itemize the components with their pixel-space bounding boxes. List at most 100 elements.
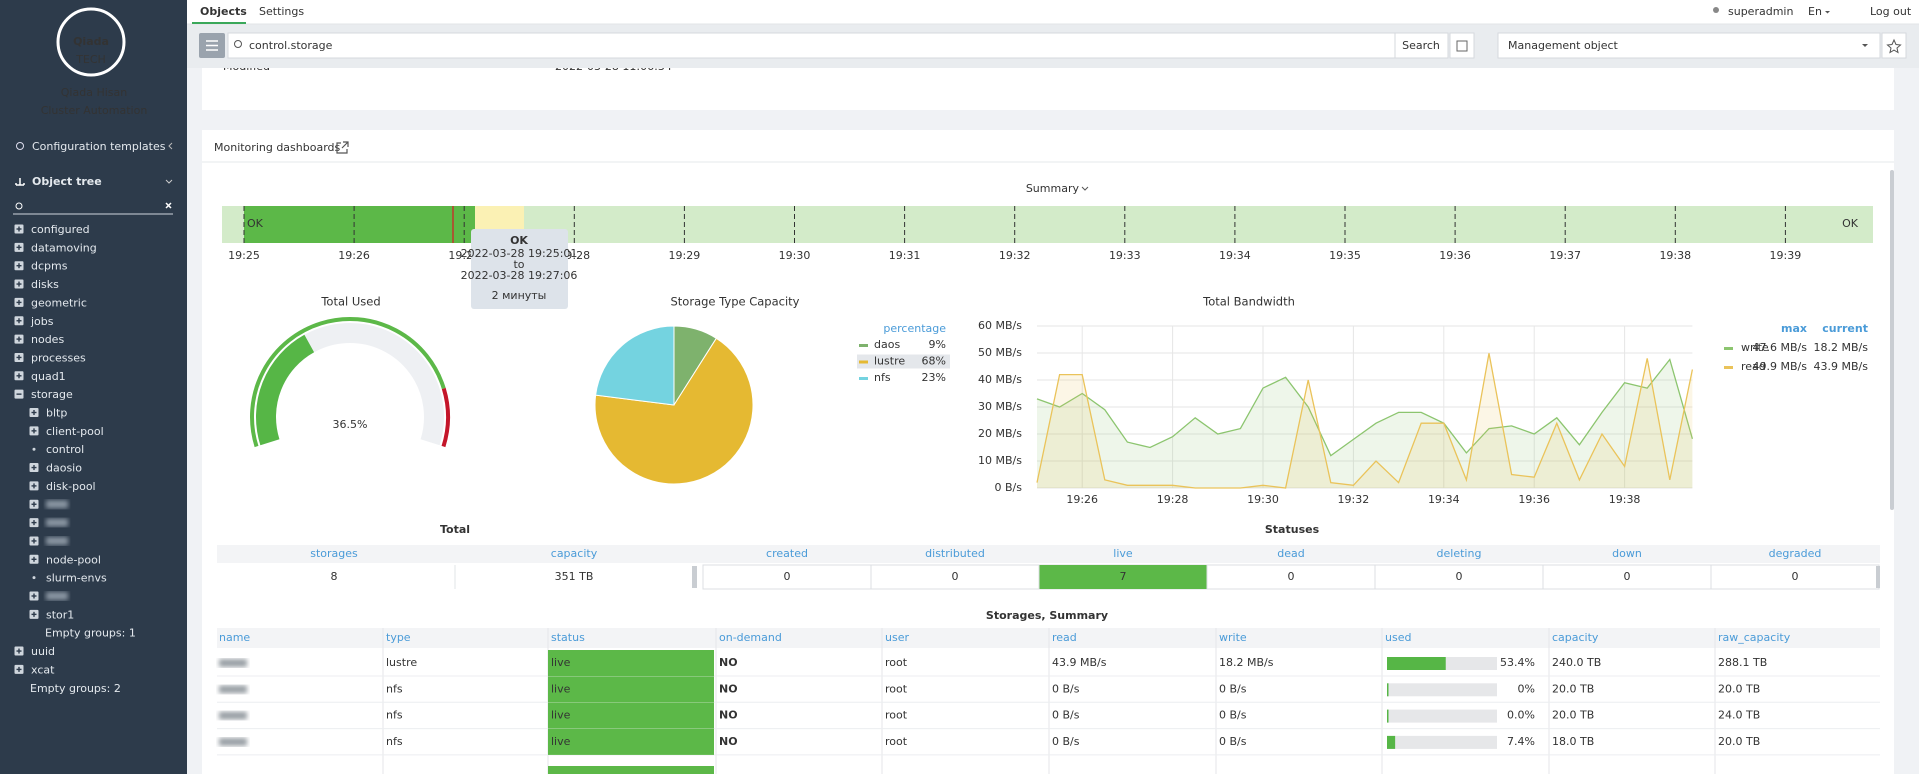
x-tick-label: 19:26 [1066,493,1098,506]
table-cell: 0 [1456,570,1463,583]
table-header: raw_capacity [1718,631,1791,644]
tree-item[interactable]: slurm-envs [46,572,107,585]
pie-slice [595,325,675,406]
storages-title: Storages, Summary [986,609,1108,622]
select-label[interactable]: Management object [1508,39,1619,52]
tree-item[interactable]: control [46,443,84,456]
legend-swatch [859,360,868,364]
pie-slice [594,337,754,485]
search-button-label[interactable]: Search [1402,39,1440,52]
x-tick-label: 19:32 [1338,493,1370,506]
blurred-name [219,711,247,720]
timeline-tick-label: 19:26 [338,249,370,262]
table-header: used [1385,631,1411,644]
tree-item[interactable]: stor1 [46,608,74,621]
star-button [1881,32,1907,59]
table-header: dead [1277,547,1304,560]
tree-item[interactable]: disk-pool [46,480,96,493]
tab-objects[interactable]: Objects [200,5,247,18]
table-cell: NO [719,682,738,695]
table-header: down [1612,547,1642,560]
table-cell: lustre [386,656,417,669]
logout[interactable]: Log out [1870,5,1912,18]
legend-value: 9% [929,338,946,351]
timeline-tick-label: 19:39 [1770,249,1802,262]
tree-item[interactable]: nodes [31,333,64,346]
table-header: name [219,631,250,644]
usage-track [1387,735,1497,749]
timeline-tick-label: 19:25 [228,249,260,262]
tree-item[interactable]: bltp [46,407,67,420]
tree-item[interactable]: uuid [31,645,55,658]
table-cell: 288.1 TB [1718,656,1767,669]
timeline-tick-label: 19:32 [999,249,1031,262]
save-button [1449,32,1475,59]
status-cell [548,676,714,703]
tab-settings[interactable]: Settings [259,5,304,18]
gauge-value [256,334,315,446]
sidebar [0,0,187,774]
tree-item[interactable]: dcpms [31,260,68,273]
tooltip-text: to [513,258,524,271]
menu-icon [206,40,218,51]
x-tick-label: 19:36 [1518,493,1550,506]
blurred-name [219,685,247,694]
table-cell: nfs [386,735,403,748]
tree-item[interactable]: jobs [30,315,54,328]
status-cell [548,766,714,774]
table-cell: 0 [1624,570,1631,583]
x-tick-label: 19:34 [1428,493,1460,506]
table-cell: NO [719,709,738,722]
series-line [1036,353,1694,489]
table-header: write [1219,631,1247,644]
table-cell: NO [719,735,738,748]
tree-item[interactable]: geometric [31,296,87,309]
table-cell: 0 B/s [1219,709,1247,722]
legend-value: 23% [922,371,946,384]
table-cell: 20.0 TB [1718,682,1760,695]
status-highlight [1039,565,1207,589]
tree-item[interactable]: disks [31,278,59,291]
table-cell: live [551,735,571,748]
table-header: storages [310,547,358,560]
usage-label: 53.4% [1500,656,1535,669]
table-scroll [1876,566,1880,588]
tooltip-text: 2 минуты [492,289,547,302]
summary-title[interactable]: Summary [1026,182,1080,195]
tree-item[interactable]: client-pool [46,425,104,438]
lang-caret [1825,11,1830,14]
timeline-state: OK [1842,217,1859,230]
chart-title: Storage Type Capacity [671,295,800,309]
table-cell: 0 B/s [1052,735,1080,748]
tree-item[interactable]: quad1 [31,370,66,383]
menu-config[interactable]: Configuration templates [32,140,166,153]
status-cell [548,650,714,676]
tree-item[interactable]: daosio [46,462,82,475]
tree-item[interactable]: datamoving [31,241,97,254]
series-line [1036,358,1694,457]
table-header: deleting [1437,547,1482,560]
usage-label: 7.4% [1507,735,1535,748]
legend-label: write [1741,341,1769,354]
blurred-name [219,737,247,746]
y-tick-label: 50 MB/s [978,346,1022,359]
table-header: read [1052,631,1077,644]
table-cell: 240.0 TB [1552,656,1601,669]
legend-swatch [1724,347,1733,350]
table-cell: 24.0 TB [1718,709,1760,722]
table-cell: 20.0 TB [1718,735,1760,748]
tree-item[interactable]: processes [31,351,86,364]
tree-item[interactable]: storage [31,388,73,401]
usage-track [1387,683,1497,697]
timeline-ok [244,206,475,243]
tree-item[interactable]: node-pool [46,553,101,566]
table-cell: 18.0 TB [1552,735,1594,748]
tooltip-text: OK [510,234,528,247]
tree-item[interactable]: configured [31,223,90,236]
usage-label: 0% [1518,682,1535,695]
table-cell: 0 B/s [1052,682,1080,695]
language[interactable]: En [1808,5,1822,18]
menu-tree[interactable]: Object tree [32,175,102,188]
search-icon [234,40,242,48]
tree-item[interactable]: xcat [31,663,55,676]
